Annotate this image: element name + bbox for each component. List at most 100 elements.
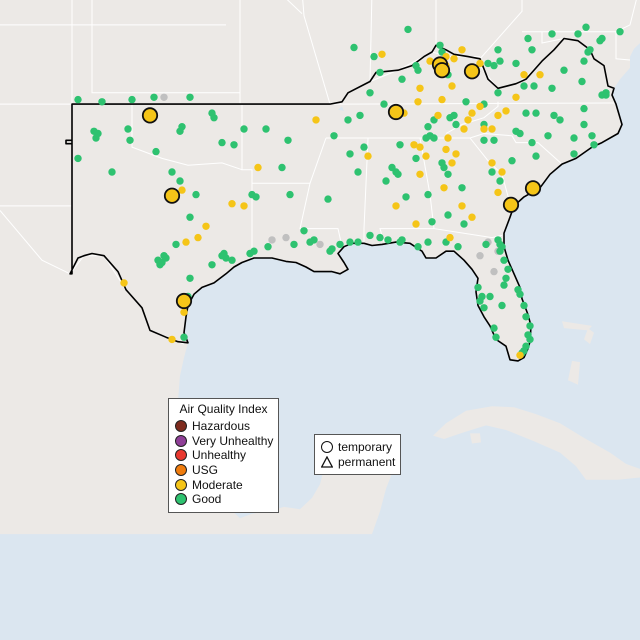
- good-monitor-marker[interactable]: [480, 136, 488, 144]
- good-monitor-marker[interactable]: [578, 77, 586, 86]
- good-monitor-marker[interactable]: [404, 25, 412, 34]
- good-monitor-marker[interactable]: [394, 170, 402, 178]
- good-monitor-marker[interactable]: [522, 313, 530, 321]
- good-monitor-marker[interactable]: [354, 238, 362, 246]
- good-monitor-marker[interactable]: [414, 243, 422, 251]
- good-monitor-marker[interactable]: [526, 335, 534, 344]
- moderate-monitor-marker[interactable]: [494, 111, 502, 120]
- moderate-monitor-marker[interactable]: [228, 200, 236, 208]
- good-monitor-marker[interactable]: [284, 136, 292, 144]
- good-monitor-marker[interactable]: [598, 34, 606, 43]
- good-monitor-marker[interactable]: [178, 123, 186, 131]
- good-monitor-marker[interactable]: [476, 297, 484, 305]
- good-monitor-marker[interactable]: [580, 120, 588, 129]
- good-monitor-marker[interactable]: [354, 168, 362, 176]
- good-monitor-marker[interactable]: [396, 141, 404, 149]
- unavailable-monitor-marker[interactable]: [282, 233, 290, 242]
- temporary-moderate-monitor-marker[interactable]: [524, 180, 542, 197]
- good-monitor-marker[interactable]: [168, 168, 176, 176]
- good-monitor-marker[interactable]: [74, 154, 82, 163]
- good-monitor-marker[interactable]: [370, 52, 378, 61]
- moderate-monitor-marker[interactable]: [178, 186, 186, 194]
- good-monitor-marker[interactable]: [356, 111, 364, 120]
- good-monitor-marker[interactable]: [580, 57, 588, 65]
- good-monitor-marker[interactable]: [262, 125, 270, 133]
- moderate-monitor-marker[interactable]: [416, 170, 424, 178]
- good-monitor-marker[interactable]: [290, 240, 298, 249]
- temporary-moderate-monitor-marker[interactable]: [175, 292, 193, 310]
- good-monitor-marker[interactable]: [208, 261, 216, 269]
- good-monitor-marker[interactable]: [380, 100, 388, 108]
- moderate-monitor-marker[interactable]: [410, 141, 418, 149]
- moderate-monitor-marker[interactable]: [422, 152, 430, 160]
- moderate-monitor-marker[interactable]: [416, 143, 424, 151]
- moderate-monitor-marker[interactable]: [516, 351, 524, 359]
- good-monitor-marker[interactable]: [192, 190, 200, 199]
- moderate-monitor-marker[interactable]: [194, 233, 202, 242]
- moderate-monitor-marker[interactable]: [392, 202, 400, 210]
- good-monitor-marker[interactable]: [462, 98, 470, 106]
- good-monitor-marker[interactable]: [490, 136, 498, 144]
- moderate-monitor-marker[interactable]: [254, 163, 262, 172]
- moderate-monitor-marker[interactable]: [520, 71, 528, 79]
- temporary-moderate-monitor-marker[interactable]: [502, 196, 520, 213]
- good-monitor-marker[interactable]: [580, 104, 588, 113]
- good-monitor-marker[interactable]: [584, 48, 592, 56]
- good-monitor-marker[interactable]: [186, 213, 194, 221]
- good-monitor-marker[interactable]: [494, 89, 502, 97]
- good-monitor-marker[interactable]: [180, 333, 188, 341]
- moderate-monitor-marker[interactable]: [450, 55, 458, 63]
- good-monitor-marker[interactable]: [460, 220, 468, 228]
- good-monitor-marker[interactable]: [360, 143, 368, 151]
- good-monitor-marker[interactable]: [384, 236, 392, 244]
- good-monitor-marker[interactable]: [522, 109, 530, 117]
- good-monitor-marker[interactable]: [528, 46, 536, 54]
- good-monitor-marker[interactable]: [520, 82, 528, 90]
- moderate-monitor-marker[interactable]: [444, 134, 452, 142]
- moderate-monitor-marker[interactable]: [476, 59, 484, 68]
- good-monitor-marker[interactable]: [454, 243, 462, 251]
- good-monitor-marker[interactable]: [556, 116, 564, 124]
- good-monitor-marker[interactable]: [398, 75, 406, 83]
- temporary-moderate-monitor-marker[interactable]: [387, 103, 405, 121]
- moderate-monitor-marker[interactable]: [312, 116, 320, 124]
- good-monitor-marker[interactable]: [524, 34, 532, 43]
- moderate-monitor-marker[interactable]: [502, 107, 510, 115]
- good-monitor-marker[interactable]: [590, 141, 598, 149]
- good-monitor-marker[interactable]: [176, 177, 184, 185]
- good-monitor-marker[interactable]: [494, 46, 502, 54]
- monitor-markers[interactable]: [74, 23, 624, 359]
- good-monitor-marker[interactable]: [414, 66, 422, 74]
- unavailable-monitor-marker[interactable]: [490, 267, 498, 276]
- good-monitor-marker[interactable]: [508, 157, 516, 165]
- good-monitor-marker[interactable]: [250, 247, 258, 255]
- good-monitor-marker[interactable]: [436, 41, 444, 49]
- good-monitor-marker[interactable]: [574, 30, 582, 38]
- good-monitor-marker[interactable]: [500, 281, 508, 289]
- good-monitor-marker[interactable]: [588, 132, 596, 140]
- good-monitor-marker[interactable]: [240, 125, 248, 133]
- good-monitor-marker[interactable]: [526, 322, 534, 330]
- moderate-monitor-marker[interactable]: [202, 222, 210, 230]
- moderate-monitor-marker[interactable]: [452, 150, 460, 158]
- good-monitor-marker[interactable]: [350, 43, 358, 52]
- moderate-monitor-marker[interactable]: [182, 238, 190, 246]
- good-monitor-marker[interactable]: [186, 93, 194, 102]
- moderate-monitor-marker[interactable]: [240, 202, 248, 210]
- good-monitor-marker[interactable]: [500, 256, 508, 264]
- good-monitor-marker[interactable]: [366, 89, 374, 97]
- good-monitor-marker[interactable]: [474, 283, 482, 292]
- good-monitor-marker[interactable]: [484, 59, 492, 68]
- good-monitor-marker[interactable]: [228, 256, 236, 264]
- moderate-monitor-marker[interactable]: [460, 125, 468, 133]
- good-monitor-marker[interactable]: [496, 177, 504, 185]
- good-monitor-marker[interactable]: [532, 152, 540, 160]
- unavailable-monitor-marker[interactable]: [268, 236, 276, 244]
- moderate-monitor-marker[interactable]: [364, 152, 372, 160]
- good-monitor-marker[interactable]: [300, 227, 308, 235]
- moderate-monitor-marker[interactable]: [512, 93, 520, 102]
- moderate-monitor-marker[interactable]: [488, 125, 496, 133]
- moderate-monitor-marker[interactable]: [416, 84, 424, 93]
- good-monitor-marker[interactable]: [486, 292, 494, 301]
- good-monitor-marker[interactable]: [502, 274, 510, 282]
